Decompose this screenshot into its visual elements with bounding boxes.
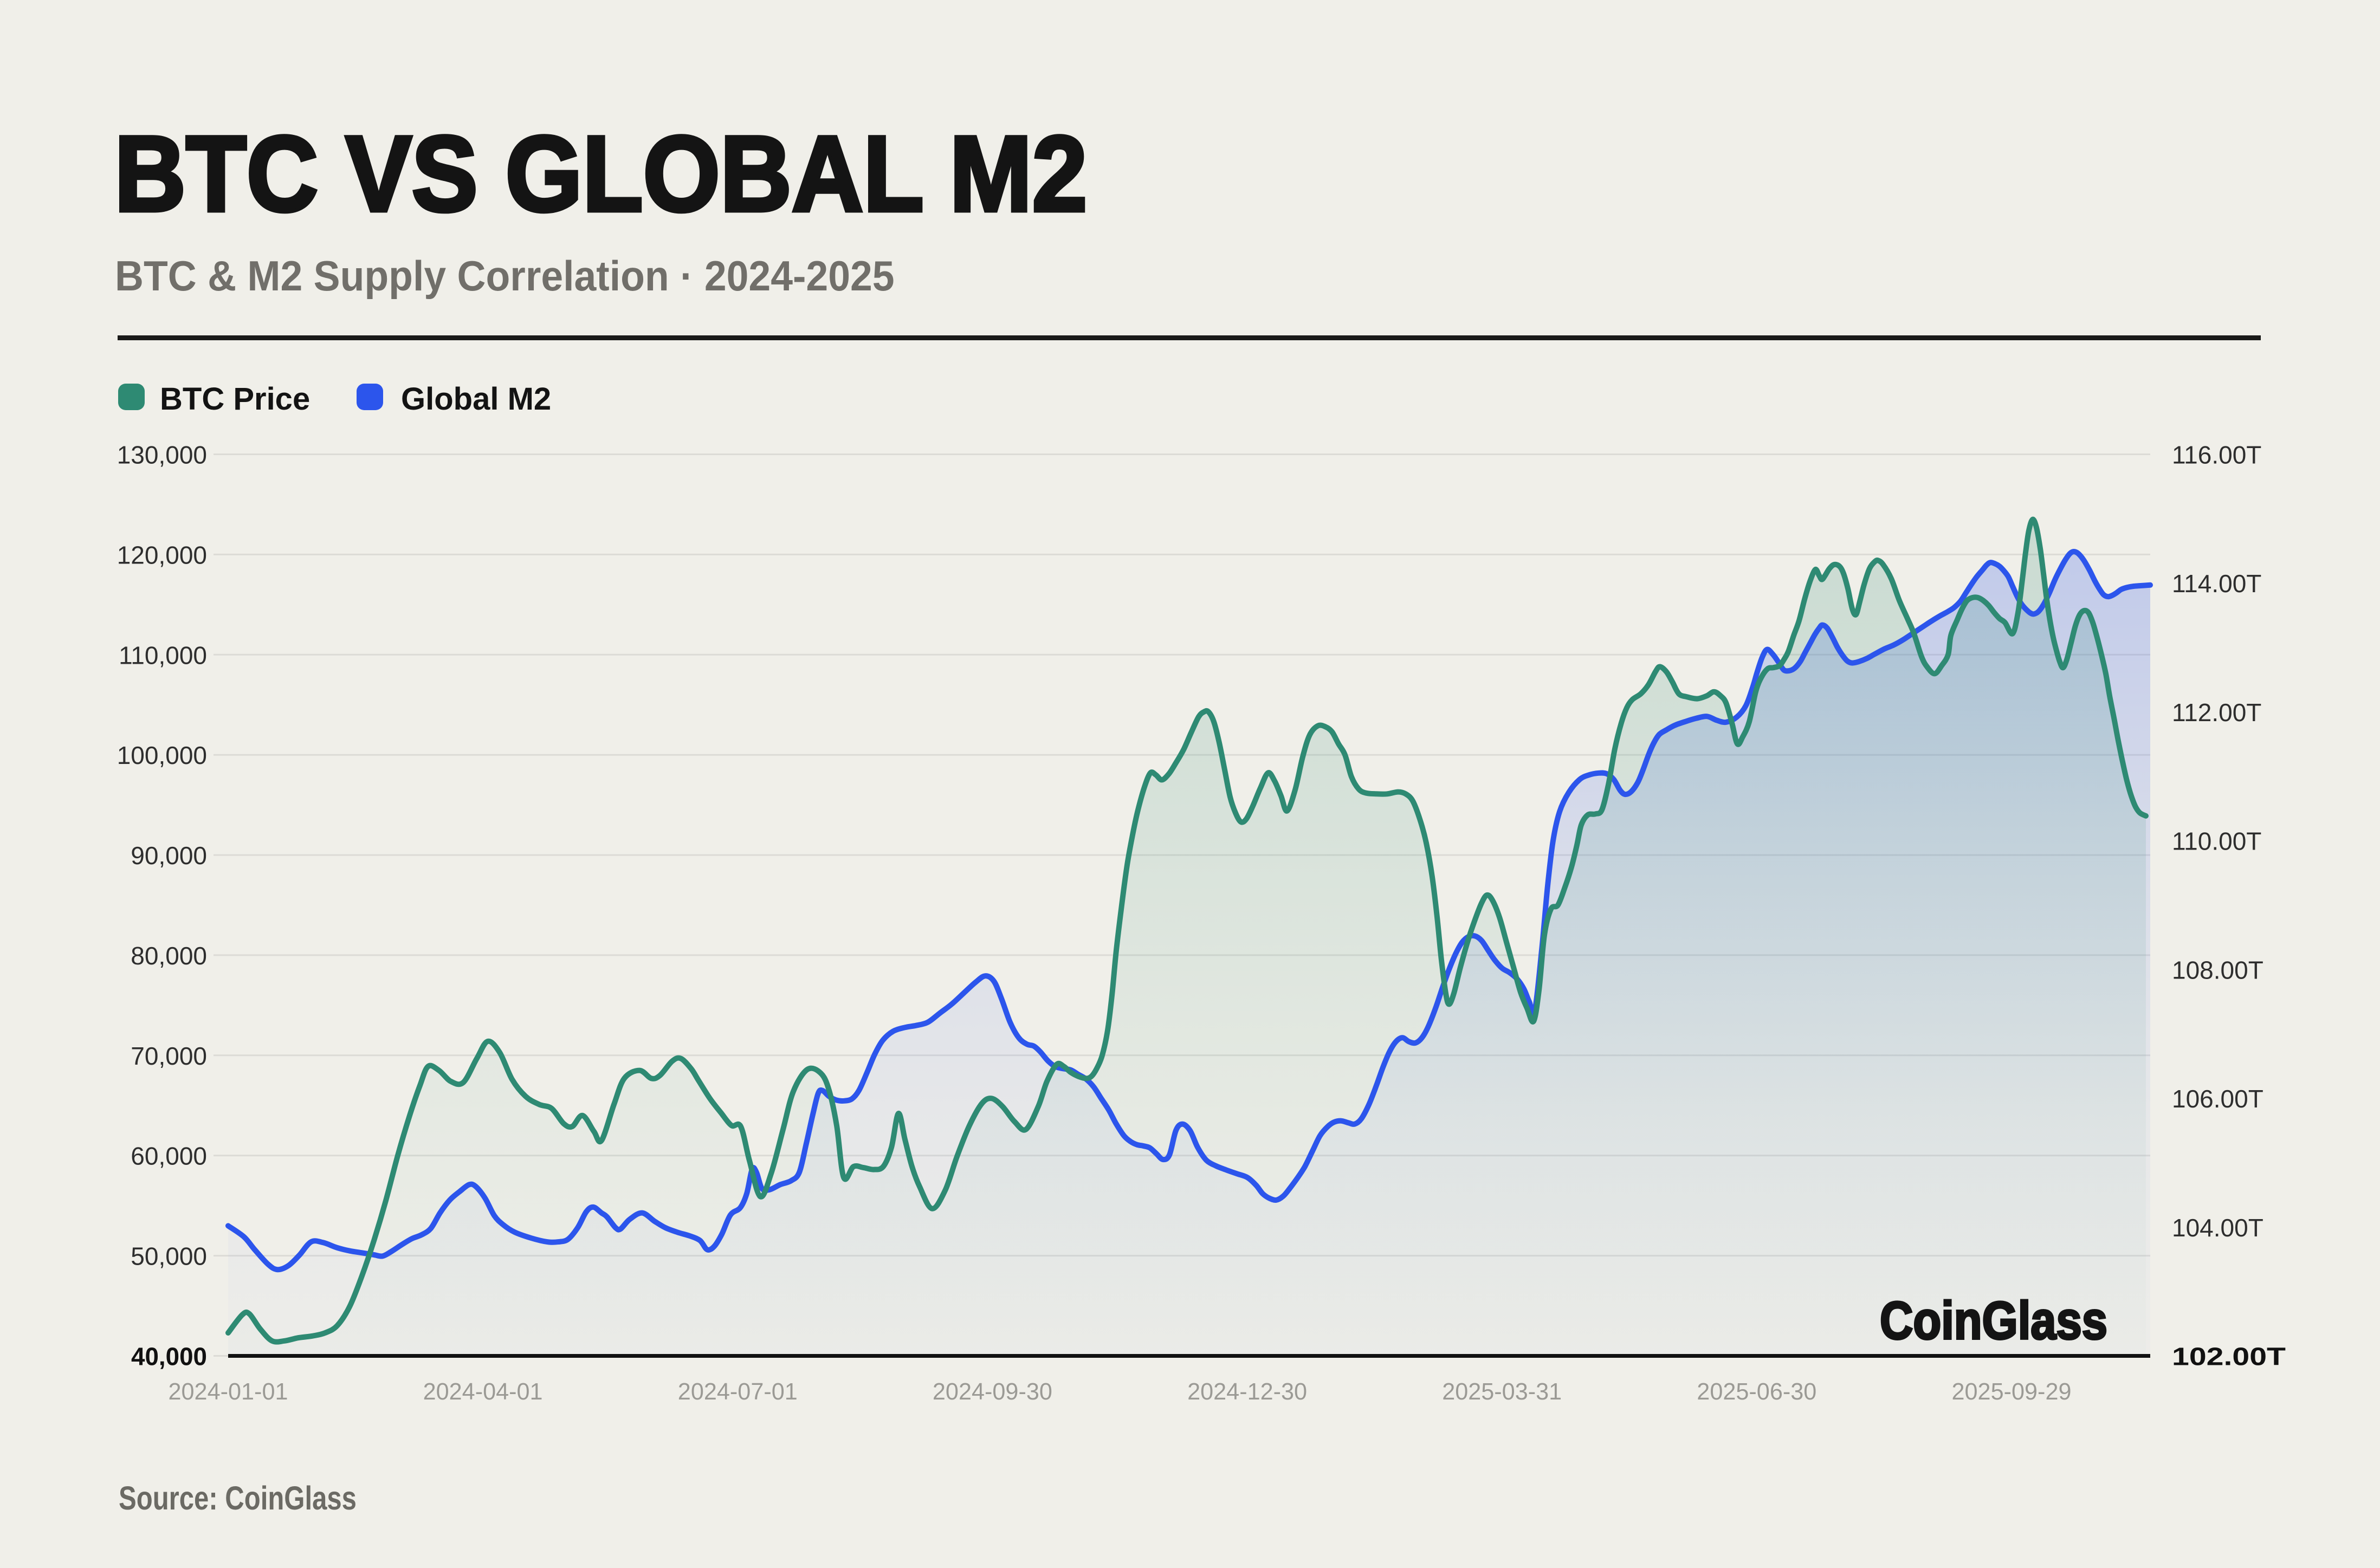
svg-text:120,000: 120,000 <box>117 541 207 569</box>
svg-text:2024-07-01: 2024-07-01 <box>678 1378 798 1405</box>
svg-text:116.00T: 116.00T <box>2172 441 2261 469</box>
svg-text:2025-09-29: 2025-09-29 <box>1952 1378 2072 1405</box>
svg-text:2024-12-30: 2024-12-30 <box>1187 1378 1307 1405</box>
svg-text:50,000: 50,000 <box>131 1242 207 1271</box>
svg-text:114.00T: 114.00T <box>2172 569 2261 598</box>
svg-text:2025-03-31: 2025-03-31 <box>1442 1378 1562 1405</box>
svg-text:104.00T: 104.00T <box>2172 1214 2263 1242</box>
svg-text:40,000: 40,000 <box>131 1343 207 1371</box>
svg-text:2024-01-01: 2024-01-01 <box>169 1378 288 1405</box>
svg-text:112.00T: 112.00T <box>2172 698 2261 727</box>
svg-text:108.00T: 108.00T <box>2172 956 2263 984</box>
svg-text:2024-04-01: 2024-04-01 <box>423 1378 543 1405</box>
svg-text:60,000: 60,000 <box>131 1142 207 1170</box>
svg-text:110,000: 110,000 <box>119 641 207 669</box>
svg-text:2024-09-30: 2024-09-30 <box>933 1378 1052 1405</box>
svg-text:90,000: 90,000 <box>131 841 207 870</box>
svg-text:70,000: 70,000 <box>131 1042 207 1070</box>
svg-text:110.00T: 110.00T <box>2172 827 2261 856</box>
svg-text:106.00T: 106.00T <box>2172 1085 2263 1113</box>
svg-text:100,000: 100,000 <box>117 741 207 769</box>
svg-text:80,000: 80,000 <box>131 942 207 970</box>
svg-text:2025-06-30: 2025-06-30 <box>1697 1378 1816 1405</box>
svg-text:130,000: 130,000 <box>117 441 207 469</box>
svg-text:102.00T: 102.00T <box>2172 1343 2286 1371</box>
